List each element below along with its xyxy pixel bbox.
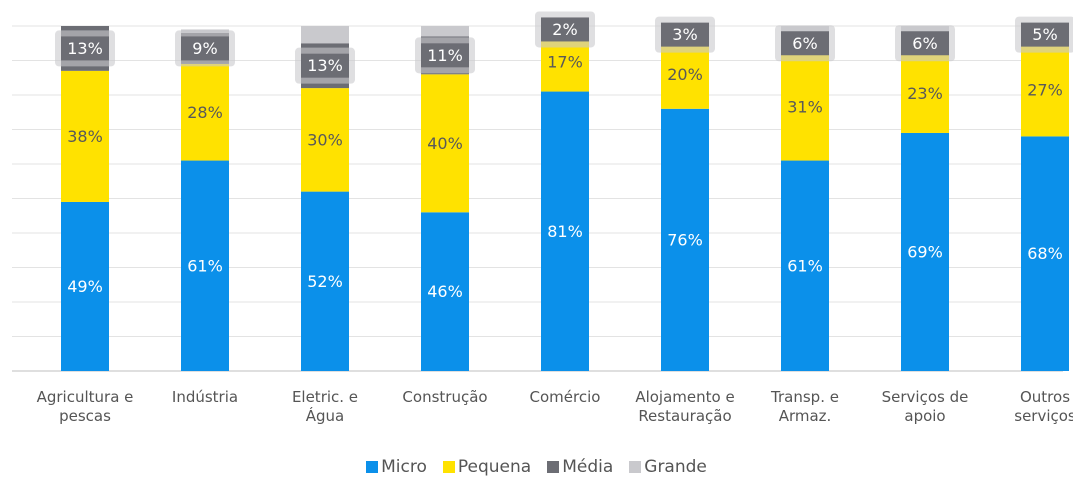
data-label: 61% — [787, 256, 823, 275]
x-tick-label: Alojamento e Restauração — [635, 388, 735, 425]
data-label: 23% — [907, 84, 943, 103]
bar-segment — [901, 53, 949, 133]
data-label: 13% — [307, 56, 343, 75]
data-label: 3% — [672, 25, 697, 44]
bar-segment — [421, 74, 469, 213]
label-box — [781, 31, 829, 56]
data-label: 49% — [67, 277, 103, 296]
label-box — [61, 36, 109, 61]
bar-segment — [61, 70, 109, 202]
legend-item: Pequena — [442, 457, 532, 477]
label-box — [301, 53, 349, 78]
bar-segment — [301, 26, 349, 44]
data-label: 68% — [1027, 244, 1063, 263]
x-tick-label: Eletric. e Água — [291, 388, 359, 425]
data-label: 20% — [667, 65, 703, 84]
data-label: 81% — [547, 222, 583, 241]
label-box — [421, 43, 469, 68]
legend-label: Grande — [644, 457, 707, 477]
x-tick-label: Serviços de apoio — [881, 388, 969, 425]
data-label: 9% — [192, 39, 217, 58]
bar-segment — [181, 63, 229, 161]
x-tick-label: Agricultura e pescas — [36, 388, 134, 425]
data-label: 31% — [787, 98, 823, 117]
x-tick-label: Construção — [402, 388, 488, 406]
legend-label: Pequena — [457, 457, 532, 477]
bar-segment — [781, 160, 829, 371]
legend-item: Média — [547, 457, 613, 477]
data-label: 6% — [792, 34, 817, 53]
label-box — [1021, 22, 1069, 47]
legend-swatch — [547, 461, 560, 473]
bar-segment — [301, 191, 349, 371]
label-box — [661, 22, 709, 47]
data-label: 76% — [667, 230, 703, 249]
bar-segment — [1021, 43, 1069, 137]
bar-segment — [421, 26, 469, 37]
legend-item: Grande — [629, 457, 707, 477]
bar-segment — [541, 91, 589, 372]
legend-label: Micro — [381, 457, 427, 477]
bar-segment — [781, 53, 829, 161]
data-label: 40% — [427, 134, 463, 153]
legend-swatch — [366, 461, 379, 473]
bar-segment — [1021, 136, 1069, 371]
data-label: 30% — [307, 130, 343, 149]
data-label: 69% — [907, 242, 943, 261]
x-tick-label: Comércio — [529, 388, 601, 406]
data-label: 38% — [67, 127, 103, 146]
legend-swatch — [442, 461, 455, 473]
bar-segment — [661, 108, 709, 372]
data-label: 11% — [427, 46, 463, 65]
data-label: 5% — [1032, 25, 1057, 44]
data-label: 2% — [552, 20, 577, 39]
label-box — [181, 36, 229, 61]
bar-segment — [181, 160, 229, 371]
bar-segment — [61, 201, 109, 371]
label-box — [901, 31, 949, 56]
data-label: 17% — [547, 53, 583, 72]
data-label: 27% — [1027, 80, 1063, 99]
x-tick-label: Outros serviços — [1014, 388, 1073, 425]
data-label: 13% — [67, 39, 103, 58]
legend-label: Média — [562, 457, 614, 477]
legend-item: Micro — [366, 457, 427, 477]
data-label: 6% — [912, 34, 937, 53]
data-label: 61% — [187, 256, 223, 275]
x-tick-label: Transp. e Armaz. — [771, 388, 839, 425]
legend: Micro Pequena Média Grande — [0, 457, 1073, 477]
x-tick-label: Indústria — [171, 388, 239, 406]
data-label: 28% — [187, 103, 223, 122]
data-label: 46% — [427, 282, 463, 301]
bar-segment — [301, 88, 349, 192]
legend-swatch — [629, 461, 642, 473]
data-label: 52% — [307, 272, 343, 291]
bar-segment — [901, 132, 949, 371]
bar-segment — [421, 212, 469, 371]
label-box — [541, 17, 589, 42]
